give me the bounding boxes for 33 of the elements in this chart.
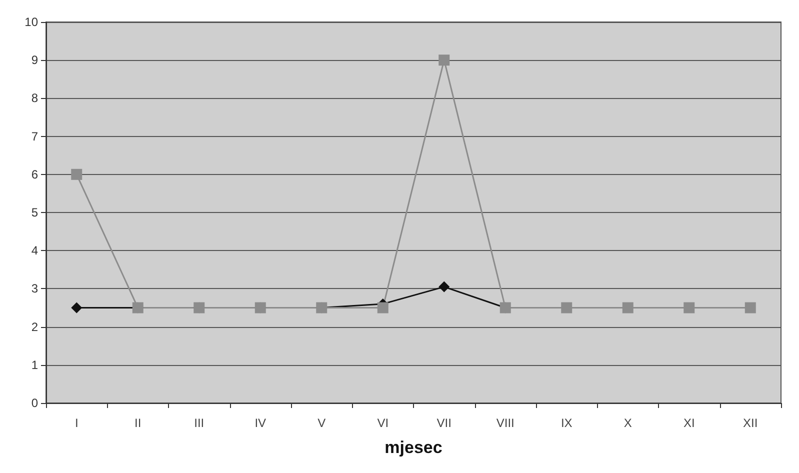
y-tick-label: 5: [31, 206, 38, 220]
y-tick-label: 3: [31, 282, 38, 296]
x-tick-label: III: [194, 416, 204, 430]
point: [684, 302, 695, 314]
y-tick-label: 7: [31, 129, 38, 144]
x-tick-label: X: [624, 416, 632, 430]
point: [71, 168, 82, 180]
x-tick-label: II: [134, 416, 142, 430]
x-tick-label: XII: [743, 416, 758, 430]
point: [377, 302, 388, 314]
x-tick-label: XI: [683, 416, 695, 430]
x-tick-label: IX: [560, 416, 572, 430]
y-tick-label: 6: [31, 167, 38, 182]
point: [71, 302, 82, 314]
y-tick-label: 4: [31, 244, 38, 258]
y-tick-label: 2: [31, 320, 38, 334]
point: [438, 54, 450, 66]
x-tick-label: I: [74, 416, 78, 430]
point: [622, 302, 634, 314]
point: [438, 281, 450, 292]
x-axis-title: mjesec: [384, 438, 442, 457]
x-tick-label: VIII: [496, 416, 514, 430]
x-tick-label: VI: [377, 416, 389, 430]
y-tick-label: 10: [24, 15, 38, 29]
point: [561, 302, 572, 314]
y-tick-label: 8: [31, 91, 38, 106]
x-tick-label: V: [318, 416, 326, 430]
point: [744, 302, 756, 314]
y-tick-label: 1: [31, 358, 38, 372]
x-tick-label: IV: [254, 416, 266, 430]
x-tick-label: VII: [436, 416, 452, 430]
y-tick-label: 0: [31, 396, 38, 410]
y-tick-label: 9: [31, 53, 38, 68]
